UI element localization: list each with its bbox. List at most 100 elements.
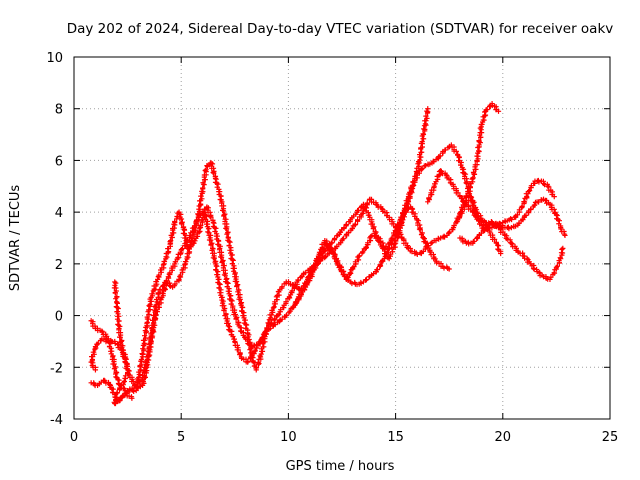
data-segment-markers	[140, 360, 149, 379]
data-segment-markers	[546, 184, 556, 198]
data-segment-markers	[149, 279, 160, 299]
data-segment-markers	[356, 279, 364, 287]
data-segment-markers	[91, 380, 98, 389]
data-point	[352, 222, 358, 228]
data-segment-markers	[436, 148, 446, 160]
data-segment-markers	[401, 236, 411, 250]
data-segment-markers	[113, 300, 123, 329]
data-segment-markers	[367, 217, 379, 237]
data-segment-markers	[239, 304, 251, 336]
data-point	[438, 235, 444, 241]
data-point	[508, 240, 514, 246]
data-segment-markers	[406, 178, 418, 197]
data-segment-markers	[346, 223, 356, 235]
data-segment-markers	[349, 211, 359, 221]
data-segment-markers	[363, 233, 374, 251]
data-segment-markers	[102, 378, 113, 388]
data-segment-markers	[474, 216, 486, 231]
y-tick-label: 8	[55, 103, 63, 118]
data-segment-markers	[360, 205, 367, 216]
data-segment-markers	[553, 258, 562, 270]
data-segment-markers	[465, 239, 474, 247]
y-tick-label: 2	[55, 258, 63, 273]
data-segment-markers	[536, 269, 545, 279]
data-point	[425, 106, 431, 112]
data-segment-markers	[285, 279, 294, 287]
data-segment-markers	[442, 143, 453, 153]
data-segment-markers	[402, 205, 411, 215]
data-segment-markers	[557, 246, 566, 261]
data-segment-markers	[522, 208, 532, 219]
data-segment-markers	[111, 280, 120, 305]
data-segment-markers	[139, 322, 150, 357]
data-point	[438, 168, 444, 174]
data-segment-markers	[200, 163, 211, 191]
data-point	[373, 201, 379, 207]
data-segment-markers	[178, 238, 190, 253]
data-segment-markers	[511, 223, 519, 230]
data-segment-markers	[129, 387, 137, 394]
data-point	[495, 108, 502, 114]
data-segment-markers	[112, 398, 120, 407]
data-segment-markers	[210, 220, 223, 249]
data-segment-markers	[159, 275, 172, 299]
data-segment-markers	[213, 263, 225, 301]
x-tick-label: 5	[177, 430, 185, 445]
data-segment-markers	[339, 231, 350, 242]
data-segment-markers	[192, 213, 202, 230]
series-track-6	[457, 219, 566, 282]
data-segment-markers	[350, 254, 362, 271]
data-segment-markers	[441, 264, 451, 271]
data-layer	[88, 100, 568, 407]
data-segment-markers	[412, 161, 422, 179]
data-segment-markers	[504, 224, 512, 232]
data-segment-markers	[438, 168, 449, 178]
data-segment-markers	[201, 211, 212, 235]
data-segment-markers	[456, 154, 467, 176]
data-segment-markers	[534, 177, 542, 185]
data-segment-markers	[283, 294, 293, 307]
data-segment-markers	[380, 208, 390, 219]
data-segment-markers	[425, 161, 433, 168]
data-segment-markers	[225, 237, 238, 276]
data-segment-markers	[177, 262, 188, 280]
data-segment-markers	[161, 241, 173, 265]
data-point	[545, 183, 551, 189]
x-tick-label: 20	[495, 430, 512, 445]
data-segment-markers	[301, 267, 312, 276]
data-segment-markers	[468, 195, 480, 219]
y-tick-label: 4	[55, 206, 63, 221]
data-segment-markers	[334, 240, 344, 250]
data-point	[270, 305, 276, 311]
series-track-4	[292, 204, 452, 308]
chart-title: Day 202 of 2024, Sidereal Day-to-day VTE…	[67, 21, 614, 37]
data-segment-markers	[416, 133, 427, 165]
data-segment-markers	[219, 298, 231, 326]
x-tick-label: 10	[280, 430, 297, 445]
x-axis-label: GPS time / hours	[286, 459, 395, 474]
data-segment-markers	[101, 336, 109, 345]
data-segment-markers	[522, 255, 532, 265]
data-segment-markers	[271, 288, 282, 310]
data-segment-markers	[212, 176, 224, 203]
data-segment-markers	[470, 234, 481, 245]
data-segment-markers	[121, 385, 128, 394]
data-segment-markers	[516, 216, 526, 226]
data-segment-markers	[478, 109, 489, 128]
data-segment-markers	[206, 160, 213, 168]
data-point	[152, 312, 159, 319]
data-point	[498, 250, 504, 257]
data-segment-markers	[108, 337, 115, 345]
data-segment-markers	[295, 273, 305, 283]
data-segment-markers	[311, 251, 323, 269]
plot-frame	[73, 56, 611, 420]
data-segment-markers	[127, 374, 138, 389]
y-tick-label: -4	[50, 413, 63, 428]
data-point	[92, 367, 99, 373]
data-point	[362, 245, 369, 251]
data-segment-markers	[155, 262, 167, 280]
data-segment-markers	[415, 218, 426, 240]
data-segment-markers	[508, 214, 518, 223]
